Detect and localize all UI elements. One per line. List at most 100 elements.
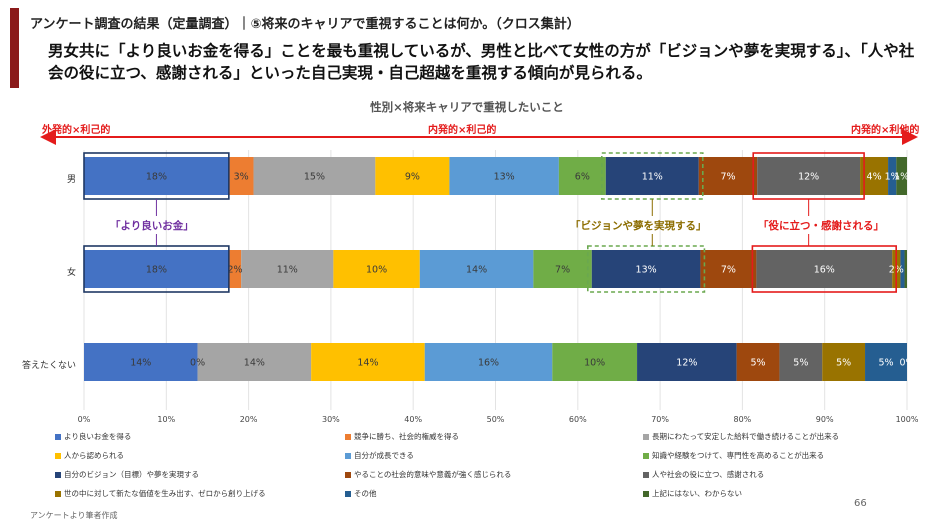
legend-swatch <box>55 434 61 440</box>
bar-segment <box>424 343 553 381</box>
bar-segment <box>253 157 376 195</box>
bar-segment <box>84 157 229 195</box>
bar-segment <box>228 250 242 288</box>
data-label: 7% <box>555 265 570 276</box>
data-label: 0% <box>190 358 205 369</box>
legend-label: 知識や経験をつけて、専門性を高めることが出来る <box>652 451 825 460</box>
legend-swatch <box>643 472 649 478</box>
legend-item: 競争に勝ち、社会的権威を得る <box>345 431 459 442</box>
highlight-boxes <box>83 152 897 293</box>
bar-segment <box>197 343 312 381</box>
data-label: 1% <box>885 172 900 183</box>
x-tick-label: 100% <box>895 415 919 424</box>
data-label: 18% <box>146 265 167 276</box>
x-tick-label: 70% <box>651 415 669 424</box>
legend-label: その他 <box>354 489 377 498</box>
data-label: 15% <box>304 172 325 183</box>
slide-headline: 男女共に「より良いお金を得る」ことを最も重視しているが、男性と比べて女性の方が「… <box>48 42 915 82</box>
data-label: 5% <box>793 358 808 369</box>
legend-swatch <box>55 491 61 497</box>
source-note: アンケートより筆者作成 <box>30 511 118 520</box>
data-label: 7% <box>721 265 736 276</box>
legend-item: 上記にはない、わからない <box>643 488 742 499</box>
legend-swatch <box>643 453 649 459</box>
legend-item: 人から認められる <box>55 450 124 461</box>
bar-segment <box>896 157 907 195</box>
legend-item: 人や社会の役に立つ、感謝される <box>643 469 764 480</box>
x-tick-label: 20% <box>239 415 258 424</box>
x-tick-label: 40% <box>404 415 423 424</box>
bar-segment <box>888 157 897 195</box>
legend-label: 人から認められる <box>64 451 124 460</box>
data-label: 5% <box>836 358 851 369</box>
legend-label: 競争に勝ち、社会的権威を得る <box>354 432 459 441</box>
legend-swatch <box>55 453 61 459</box>
legend-label: 自分が成長できる <box>354 451 414 460</box>
bar-segment <box>698 157 758 195</box>
callout-vision: 「ビジョンや夢を実現する」 <box>570 220 707 232</box>
bar-segment <box>533 250 592 288</box>
legend-swatch <box>643 491 649 497</box>
legend-swatch <box>345 434 351 440</box>
bar-segment <box>591 250 701 288</box>
x-tick-label: 60% <box>568 415 587 424</box>
highlight-box-society <box>751 245 897 293</box>
data-label: 12% <box>676 358 697 369</box>
data-label: 14% <box>244 358 265 369</box>
legend-item: 知識や経験をつけて、専門性を高めることが出来る <box>643 450 824 461</box>
slide-subtitle: アンケート調査の結果（定量調査）｜⑤将来のキャリアで重視することは何か。（クロス… <box>30 17 580 32</box>
bar-segment <box>736 343 780 381</box>
x-tick-label: 10% <box>157 415 176 424</box>
legend-swatch <box>55 472 61 478</box>
data-label: 14% <box>357 358 378 369</box>
legend-item: より良いお金を得る <box>55 431 131 442</box>
highlight-box-vision <box>586 245 706 293</box>
bar-segment <box>84 343 198 381</box>
bar-segment <box>228 157 254 195</box>
legend-item: 自分のビジョン（目標）や夢を実現する <box>55 469 199 480</box>
data-label: 6% <box>575 172 590 183</box>
bar-segment <box>84 250 229 288</box>
x-tick-label: 0% <box>77 415 91 424</box>
chart-title: 性別×将来キャリアで重視したいこと <box>370 100 564 114</box>
bar-segment <box>756 250 893 288</box>
accent-bar <box>10 8 19 88</box>
bar-segment <box>779 343 823 381</box>
row-label-female: 女 <box>66 268 76 278</box>
legend-label: より良いお金を得る <box>64 432 132 441</box>
data-label: 16% <box>814 265 835 276</box>
bar-segment <box>822 343 866 381</box>
data-label: 16% <box>478 358 499 369</box>
bar-segment <box>333 250 420 288</box>
bar-segment <box>419 250 534 288</box>
data-label: 3% <box>234 172 249 183</box>
legend-item: やることの社会的意味や意義が強く感じられる <box>345 469 511 480</box>
legend-label: 世の中に対して新たな価値を生み出す、ゼロから創り上げる <box>64 489 266 498</box>
x-tick-label: 90% <box>815 415 834 424</box>
legend-swatch <box>345 453 351 459</box>
data-label: 18% <box>146 172 167 183</box>
bar-segment <box>241 250 334 288</box>
page-number: 66 <box>854 498 867 509</box>
bar-segment <box>904 250 907 288</box>
bar-segment <box>558 157 606 195</box>
bar-segment <box>757 157 861 195</box>
legend-item: 自分が成長できる <box>345 450 414 461</box>
bar-segment <box>449 157 559 195</box>
legend-label: 人や社会の役に立つ、感謝される <box>652 470 765 479</box>
bar-segment <box>605 157 699 195</box>
data-label: 5% <box>750 358 765 369</box>
legend-label: 上記にはない、わからない <box>652 489 742 498</box>
legend-label: やることの社会的意味や意義が強く感じられる <box>354 470 512 479</box>
bar-segment <box>552 343 638 381</box>
bar-segment <box>865 343 907 381</box>
legend-swatch <box>345 472 351 478</box>
row-label-male: 男 <box>66 175 76 185</box>
data-label: 13% <box>636 265 657 276</box>
bar-segment <box>375 157 450 195</box>
data-label: 5% <box>878 358 893 369</box>
x-tick-label: 30% <box>322 415 340 424</box>
callout-money: 「より良いお金」 <box>110 220 194 232</box>
bar-segment <box>900 250 905 288</box>
